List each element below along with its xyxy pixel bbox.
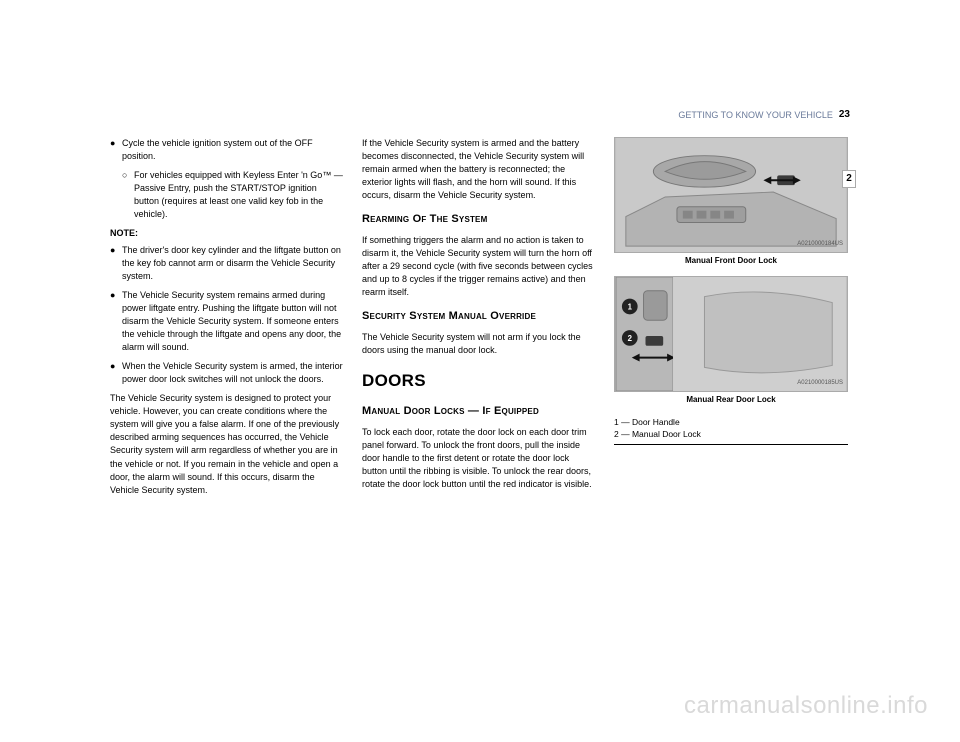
- bullet-icon: ●: [110, 289, 122, 354]
- bullet-text: The Vehicle Security system remains arme…: [122, 289, 344, 354]
- bullet-icon: ●: [110, 244, 122, 283]
- manual-page: GETTING TO KNOW YOUR VEHICLE 23 ● Cycle …: [110, 0, 850, 503]
- subbullet-icon: ○: [122, 169, 134, 221]
- heading-manual-door-locks: Manual Door Locks — If Equipped: [362, 404, 596, 420]
- bullet-icon: ●: [110, 137, 122, 163]
- bullet-item: ● When the Vehicle Security system is ar…: [110, 360, 344, 386]
- column-left: ● Cycle the vehicle ignition system out …: [110, 137, 344, 503]
- body-paragraph: To lock each door, rotate the door lock …: [362, 426, 596, 491]
- figure-ref-tag: A0210000185US: [797, 379, 843, 388]
- section-title: GETTING TO KNOW YOUR VEHICLE: [678, 109, 833, 122]
- watermark: carmanualsonline.info: [684, 689, 928, 724]
- legend-item-1: 1 — Door Handle: [614, 416, 848, 428]
- callout-marker-2: 2: [628, 334, 633, 343]
- bullet-text: When the Vehicle Security system is arme…: [122, 360, 344, 386]
- callout-marker-1: 1: [628, 303, 633, 312]
- page-header: GETTING TO KNOW YOUR VEHICLE 23: [110, 108, 850, 123]
- bullet-item: ● The Vehicle Security system remains ar…: [110, 289, 344, 354]
- subbullet-item: ○ For vehicles equipped with Keyless Ent…: [122, 169, 344, 221]
- figure-ref-tag: A0210000184US: [797, 240, 843, 249]
- content-columns: ● Cycle the vehicle ignition system out …: [110, 137, 850, 503]
- chapter-tab: 2: [842, 170, 856, 188]
- body-paragraph: If something triggers the alarm and no a…: [362, 234, 596, 299]
- heading-override: Security System Manual Override: [362, 309, 596, 325]
- heading-doors: DOORS: [362, 369, 596, 394]
- heading-rearming: Rearming Of The System: [362, 212, 596, 228]
- body-paragraph: If the Vehicle Security system is armed …: [362, 137, 596, 202]
- figure-rear-door-lock: 1 2 A0210000185US: [614, 276, 848, 392]
- figure-caption-rear: Manual Rear Door Lock: [614, 394, 848, 406]
- subbullet-text: For vehicles equipped with Keyless Enter…: [134, 169, 344, 221]
- figure-legend: 1 — Door Handle 2 — Manual Door Lock: [614, 416, 848, 446]
- figure-caption-front: Manual Front Door Lock: [614, 255, 848, 267]
- bullet-item: ● The driver's door key cylinder and the…: [110, 244, 344, 283]
- page-number: 23: [839, 108, 850, 123]
- column-middle: If the Vehicle Security system is armed …: [362, 137, 596, 503]
- column-right: A0210000184US Manual Front Door Lock 1: [614, 137, 848, 503]
- body-paragraph: The Vehicle Security system will not arm…: [362, 331, 596, 357]
- body-paragraph: The Vehicle Security system is designed …: [110, 392, 344, 496]
- bullet-text: Cycle the vehicle ignition system out of…: [122, 137, 344, 163]
- note-label: NOTE:: [110, 227, 344, 240]
- bullet-text: The driver's door key cylinder and the l…: [122, 244, 344, 283]
- bullet-icon: ●: [110, 360, 122, 386]
- figure-front-door-lock: A0210000184US: [614, 137, 848, 253]
- bullet-item: ● Cycle the vehicle ignition system out …: [110, 137, 344, 163]
- legend-item-2: 2 — Manual Door Lock: [614, 428, 848, 440]
